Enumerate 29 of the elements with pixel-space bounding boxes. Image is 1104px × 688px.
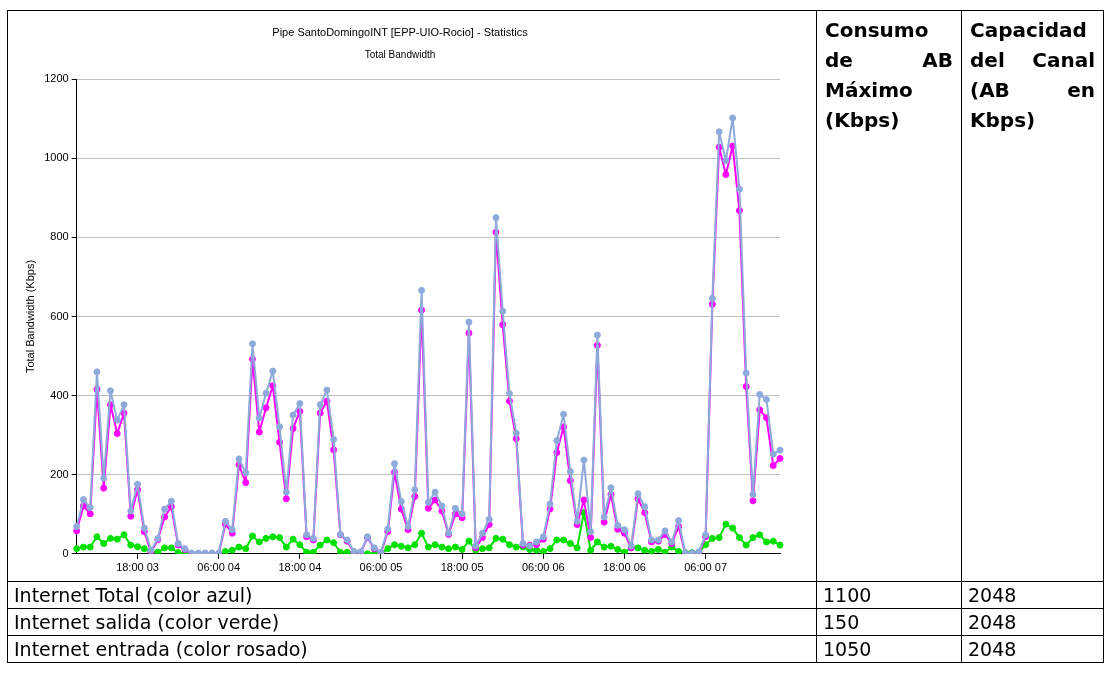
x-tick-label: 18:00 04 bbox=[278, 561, 322, 574]
text: Capacidad del Canal (AB en Kbps) bbox=[961, 10, 1104, 582]
x-tick-label: 18:00 03 bbox=[116, 561, 159, 574]
data-label: 2048 bbox=[961, 635, 1104, 663]
x-tick-label: 06:00 04 bbox=[197, 561, 241, 574]
text: Consumo de AB Máximo (Kbps) bbox=[816, 10, 962, 582]
x-tick-label: 06:00 05 bbox=[359, 561, 403, 574]
data-label: 150 bbox=[816, 608, 962, 636]
category-label: Internet Total (color azul) bbox=[7, 581, 817, 609]
x-tick-label: 18:00 05 bbox=[440, 561, 484, 574]
y-tick-label: 800 bbox=[50, 230, 69, 243]
y-tick-label: 600 bbox=[50, 309, 69, 322]
data-label: 1100 bbox=[816, 581, 962, 609]
x-tick-label: 18:00 06 bbox=[603, 561, 646, 574]
data-label: 1050 bbox=[816, 635, 962, 663]
chart-title: Pipe SantoDomingoINT [EPP-UIO-Rocio] - Statistics bbox=[272, 25, 529, 38]
x-tick-label: 06:00 07 bbox=[684, 561, 728, 574]
category-label: Internet entrada (color rosado) bbox=[7, 635, 817, 663]
category-label: Internet salida (color verde) bbox=[7, 608, 817, 636]
data-label: 2048 bbox=[961, 608, 1104, 636]
y-tick-label: 400 bbox=[50, 388, 69, 401]
data-label: 2048 bbox=[961, 581, 1104, 609]
y-tick-label: 1000 bbox=[44, 151, 69, 164]
y-tick-label: 200 bbox=[50, 467, 69, 480]
chart-subtitle: Total Bandwidth bbox=[364, 48, 436, 60]
y-tick-label: 0 bbox=[62, 546, 69, 559]
y-axis-title: Total Bandwidth (Kbps) bbox=[23, 259, 36, 374]
y-tick-label: 1200 bbox=[44, 72, 69, 85]
x-tick-label: 06:00 06 bbox=[521, 561, 565, 574]
